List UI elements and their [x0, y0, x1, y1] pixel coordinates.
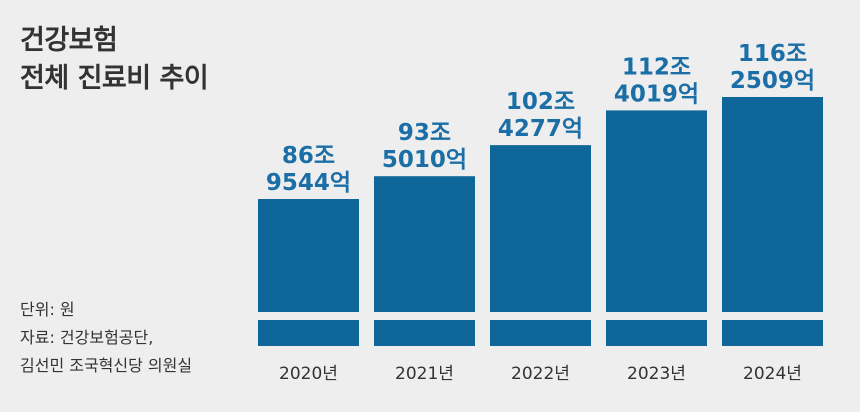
bar-base-2020년	[258, 320, 359, 346]
x-tick-label: 2021년	[395, 364, 454, 384]
bar-base-2024년	[722, 320, 823, 346]
value-label-line-1: 86조	[282, 143, 335, 169]
value-label-line-2: 4277억	[498, 116, 583, 142]
bar-2022년	[490, 145, 591, 312]
source-note-line-1: 자료: 건강보험공단,	[20, 328, 154, 347]
value-label-line-2: 2509억	[730, 68, 815, 94]
value-label-line-2: 4019억	[614, 81, 699, 107]
unit-note: 단위: 원	[20, 300, 75, 319]
x-tick-label: 2020년	[279, 364, 338, 384]
value-label-line-1: 102조	[506, 89, 575, 115]
chart-title: 건강보험 전체 진료비 추이	[20, 22, 209, 98]
value-label-line-2: 9544억	[266, 170, 351, 196]
x-tick-label: 2024년	[743, 364, 802, 384]
bar-base-2021년	[374, 320, 475, 346]
bar-base-2023년	[606, 320, 707, 346]
bar-2024년	[722, 97, 823, 312]
source-note-line-2: 김선민 조국혁신당 의원실	[20, 356, 193, 375]
bar-2020년	[258, 199, 359, 312]
value-label-line-1: 116조	[738, 41, 807, 67]
bar-2021년	[374, 176, 475, 312]
value-label-line-2: 5010억	[382, 147, 467, 173]
x-tick-label: 2022년	[511, 364, 570, 384]
x-tick-label: 2023년	[627, 364, 686, 384]
chart-notes: 단위: 원 자료: 건강보험공단, 김선민 조국혁신당 의원실	[20, 296, 192, 380]
chart-title-line-1: 건강보험	[20, 25, 118, 56]
chart-title-line-2: 전체 진료비 추이	[20, 63, 209, 94]
bar-2023년	[606, 110, 707, 312]
bar-base-2022년	[490, 320, 591, 346]
value-label-line-1: 112조	[622, 54, 691, 80]
value-label-line-1: 93조	[398, 120, 451, 146]
